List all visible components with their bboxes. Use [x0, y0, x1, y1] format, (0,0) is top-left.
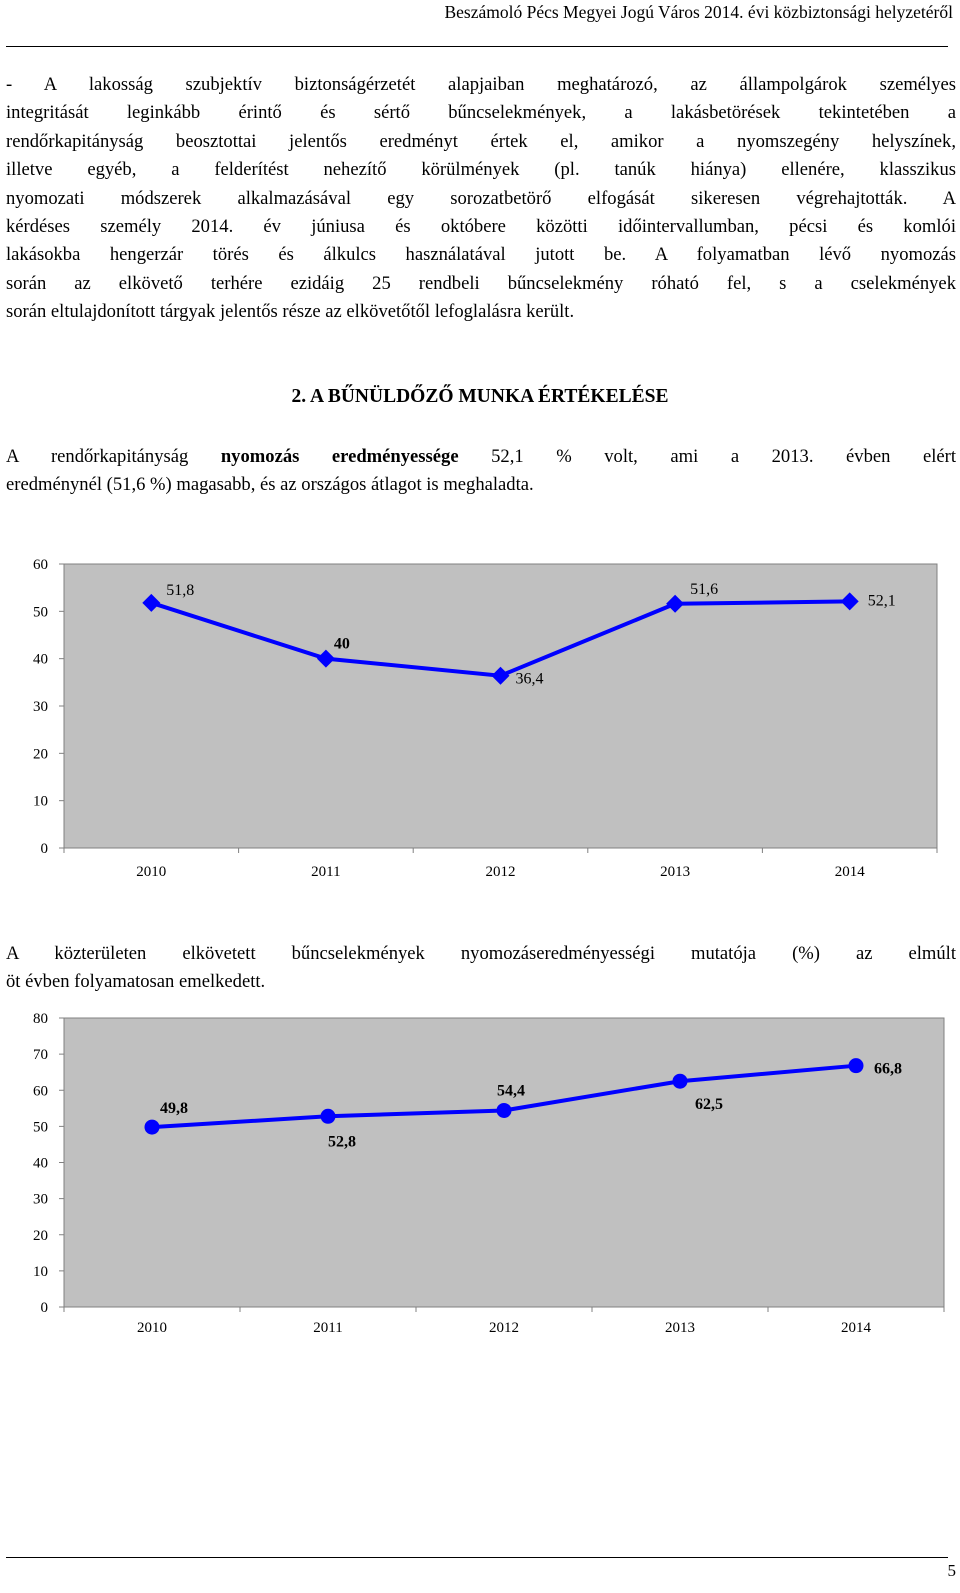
- y-tick-label: 0: [41, 841, 49, 857]
- y-tick-label: 40: [33, 1156, 48, 1172]
- data-point-marker: [491, 666, 510, 685]
- data-point-marker: [848, 1058, 864, 1074]
- y-tick-label: 0: [41, 1300, 49, 1316]
- paragraph-line: A rendőrkapitányság nyomozás eredményess…: [6, 443, 956, 471]
- header-rule: [6, 46, 948, 47]
- page-number: 5: [947, 1561, 957, 1580]
- y-tick-label: 70: [33, 1047, 48, 1063]
- x-tick-label: 2012: [486, 864, 516, 880]
- x-tick-label: 2014: [841, 1320, 872, 1336]
- x-tick-label: 2012: [489, 1320, 519, 1336]
- paragraph-line: nyomozati módszerek alkalmazásával egy s…: [6, 187, 956, 209]
- paragraph-line: során az elkövető terhére ezidáig 25 ren…: [6, 272, 956, 294]
- paragraph-line: kérdéses személy 2014. év júniusa és okt…: [6, 216, 956, 238]
- x-tick-label: 2011: [311, 864, 340, 880]
- data-point-marker: [666, 594, 685, 613]
- paragraph-public-spaces: A közterületen elkövetett bűncselekménye…: [6, 940, 956, 997]
- plot-area: [63, 1017, 945, 1308]
- footer-rule: [6, 1557, 948, 1558]
- data-label: 36,4: [516, 671, 544, 688]
- paragraph-line: rendőrkapitányság beosztottai jelentős e…: [6, 130, 956, 152]
- data-point-marker: [320, 1108, 336, 1124]
- paragraph-line: eredménynél (51,6 %) magasabb, és az ors…: [6, 474, 534, 496]
- y-tick-label: 20: [33, 746, 48, 762]
- y-tick-label: 60: [33, 1083, 48, 1099]
- paragraph-line: öt évben folyamatosan emelkedett.: [6, 971, 266, 993]
- paragraph-line: illetve egyéb, a felderítést nehezítő kö…: [6, 159, 956, 181]
- paragraph-line: integritását leginkább érintő és sértő b…: [6, 102, 956, 124]
- paragraph-line: során eltulajdonított tárgyak jelentős r…: [6, 301, 575, 323]
- y-tick-label: 50: [33, 1119, 48, 1135]
- data-label: 49,8: [160, 1100, 188, 1117]
- data-label: 62,5: [695, 1096, 723, 1113]
- y-tick-label: 30: [33, 699, 48, 715]
- text-run: A rendőrkapitányság: [6, 446, 221, 467]
- x-tick-label: 2010: [137, 1320, 167, 1336]
- x-tick-label: 2013: [665, 1320, 695, 1336]
- data-point-marker: [316, 649, 335, 668]
- section-heading: 2. A BŰNÜLDŐZŐ MUNKA ÉRTÉKELÉSE: [291, 386, 669, 407]
- chart-investigation-effectiveness: 0 10 20 30 40 50 60 2010 2011 2012 2013 2014 51,8 40 3…: [0, 548, 960, 883]
- y-tick-label: 40: [33, 652, 48, 668]
- data-point-marker: [144, 1119, 160, 1135]
- data-label: 51,6: [690, 581, 718, 598]
- paragraph-burglary: - A lakosság szubjektív biztonságérzetét…: [6, 71, 956, 327]
- chart-svg: 0 10 20 30 40 50 60 70 80 2010 2011 2012 2013 2014 49,…: [33, 1011, 945, 1336]
- x-tick-label: 2011: [313, 1320, 342, 1336]
- paragraph-line: lakásokba hengerzár törés és álkulcs has…: [6, 244, 956, 266]
- data-label: 66,8: [874, 1061, 902, 1078]
- data-label: 52,8: [328, 1133, 356, 1150]
- bold-phrase: nyomozás eredményessége: [220, 446, 459, 467]
- y-tick-label: 10: [33, 794, 48, 810]
- data-label: 52,1: [868, 592, 896, 609]
- y-tick-label: 80: [33, 1011, 48, 1027]
- y-tick-label: 60: [33, 557, 48, 573]
- y-tick-label: 10: [33, 1264, 48, 1280]
- page-header: Beszámoló Pécs Megyei Jogú Város 2014. é…: [444, 2, 953, 22]
- paragraph-line: A közterületen elkövetett bűncselekménye…: [6, 943, 956, 964]
- data-point-marker: [142, 593, 161, 612]
- data-point-marker: [840, 592, 859, 611]
- chart-public-space-effectiveness: 0 10 20 30 40 50 60 70 80 2010 2011 2012 2013 2014 49,…: [0, 1010, 960, 1355]
- y-tick-label: 30: [33, 1192, 48, 1208]
- x-tick-label: 2013: [660, 864, 690, 880]
- paragraph-line: - A lakosság szubjektív biztonságérzetét…: [6, 74, 956, 95]
- text-run: 52,1 % volt, ami a 2013. évben elért: [458, 446, 956, 467]
- data-label: 40: [334, 636, 350, 653]
- plot-area: [63, 563, 938, 849]
- data-point-marker: [672, 1073, 688, 1089]
- data-label: 54,4: [497, 1082, 525, 1099]
- x-tick-label: 2014: [835, 864, 866, 880]
- chart-svg: 0 10 20 30 40 50 60 2010 2011 2012 2013 2014 51,8 40 3…: [33, 557, 938, 880]
- data-point-marker: [496, 1102, 512, 1118]
- y-tick-label: 20: [33, 1228, 48, 1244]
- data-label: 51,8: [166, 582, 194, 599]
- y-tick-label: 50: [33, 604, 48, 620]
- x-tick-label: 2010: [136, 864, 166, 880]
- paragraph-investigation-result: A rendőrkapitányság nyomozás eredményess…: [6, 443, 956, 500]
